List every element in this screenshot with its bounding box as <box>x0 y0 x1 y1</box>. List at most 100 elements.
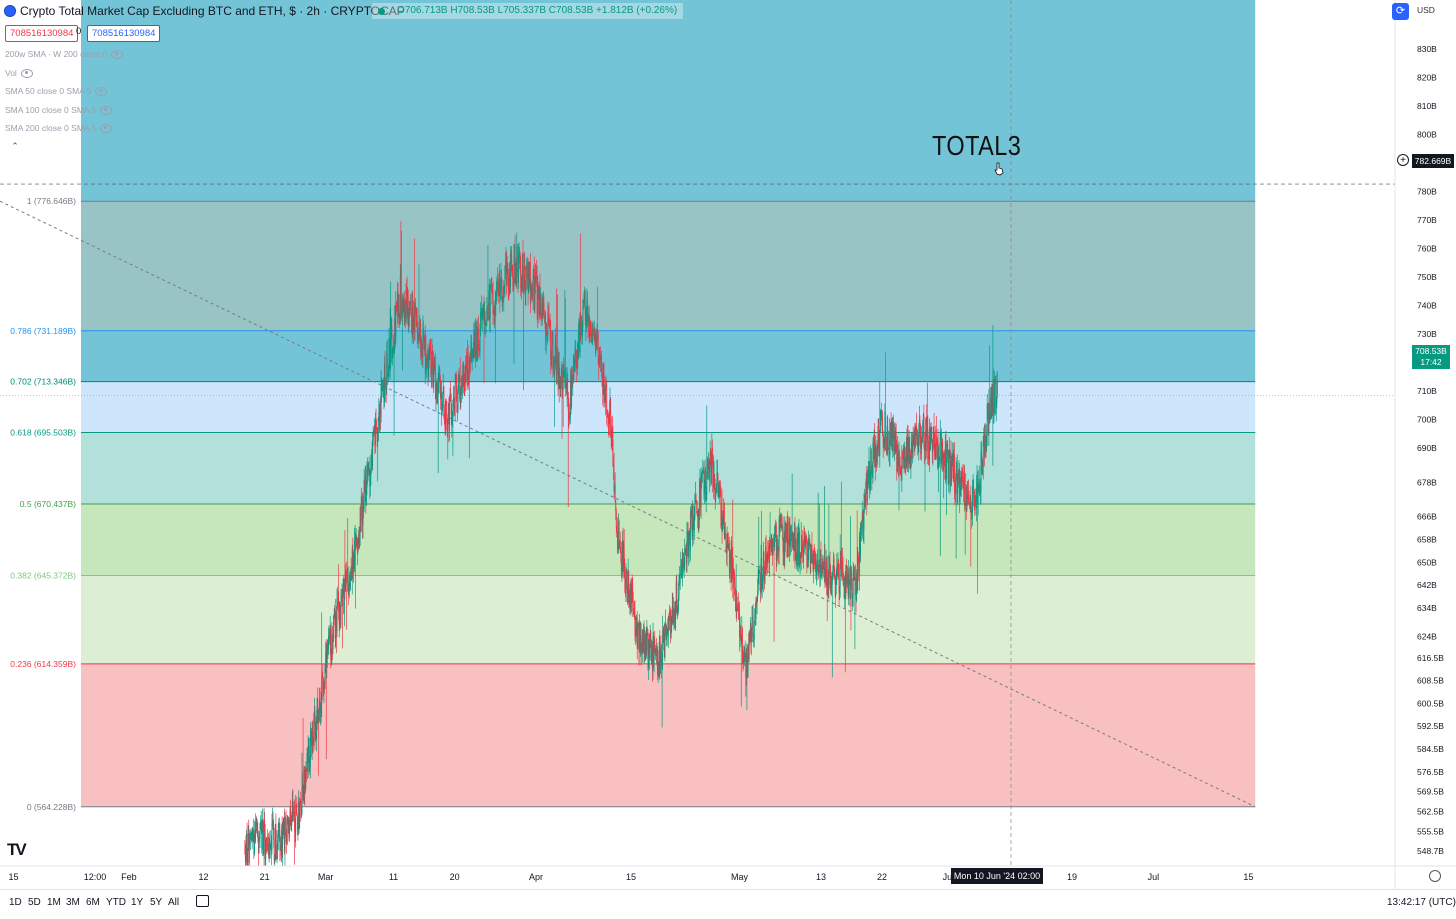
range-1d-button[interactable]: 1D <box>9 897 22 908</box>
range-ytd-button[interactable]: YTD <box>106 897 126 908</box>
indicator-sma-100[interactable]: SMA 100 close 0 SMA 5 <box>5 104 113 116</box>
candle-body <box>806 553 808 567</box>
price-tick-label: 780B <box>1417 187 1437 197</box>
time-tick-label: 12 <box>199 872 209 882</box>
candle-body <box>411 300 413 332</box>
range-all-button[interactable]: All <box>168 897 180 908</box>
candle-body <box>728 543 730 573</box>
candle-body <box>602 386 604 395</box>
candle-body <box>779 518 781 527</box>
candle-body <box>805 535 807 541</box>
candle-body <box>661 659 663 666</box>
candle-body <box>424 339 426 351</box>
candle-body <box>919 419 921 425</box>
candle-body <box>275 823 277 858</box>
candle-body <box>707 465 709 469</box>
range-1m-button[interactable]: 1M <box>47 897 61 908</box>
candle-body <box>289 808 291 827</box>
range-1y-button[interactable]: 1Y <box>131 897 144 908</box>
candle-body <box>502 296 504 302</box>
candle-body <box>325 653 327 667</box>
indicator-sma-200[interactable]: SMA 200 close 0 SMA 5 <box>5 122 113 134</box>
candle-body <box>806 540 808 567</box>
settings-gear-icon[interactable] <box>1429 870 1441 882</box>
fib-trend-line <box>0 200 1256 808</box>
candle-body <box>480 307 482 313</box>
candle-body <box>564 373 566 375</box>
indicator-vol[interactable]: Vol <box>5 67 33 79</box>
add-price-icon[interactable]: + <box>1397 154 1409 166</box>
candle-body <box>387 375 389 378</box>
candle-body <box>365 474 367 506</box>
indicator-200w-sma[interactable]: 200w SMA · W 200 close 0 <box>5 48 124 60</box>
candle-body <box>783 543 785 553</box>
candle-body <box>555 360 557 375</box>
candle-body <box>374 418 376 446</box>
candle-body <box>381 384 383 390</box>
candle-body <box>916 433 918 436</box>
eye-icon[interactable] <box>100 123 113 133</box>
candle-body <box>904 449 906 462</box>
candle-body <box>436 380 438 403</box>
candle-body <box>996 382 998 396</box>
candle-body <box>893 435 895 455</box>
candle-body <box>399 313 401 317</box>
eye-icon[interactable] <box>95 86 108 96</box>
candle-body <box>338 612 340 626</box>
range-6m-button[interactable]: 6M <box>86 897 100 908</box>
symbol-legend[interactable]: Crypto Total Market Cap Excluding BTC an… <box>4 3 405 19</box>
candle-body <box>389 338 391 371</box>
eye-icon[interactable] <box>100 105 113 115</box>
candle-body <box>922 422 924 439</box>
candle-body <box>743 657 744 665</box>
candle-body <box>800 553 802 557</box>
candle-body <box>502 296 504 300</box>
candle-body <box>909 450 911 469</box>
candle-body <box>798 531 800 534</box>
candle-body <box>453 396 454 404</box>
scale-currency[interactable]: USD <box>1417 5 1435 15</box>
candle-body <box>804 532 806 546</box>
candle-body <box>602 363 604 395</box>
eye-icon[interactable] <box>111 49 124 59</box>
candle-body <box>319 699 320 712</box>
candle-body <box>279 843 281 851</box>
candle-body <box>992 379 994 412</box>
candle-body <box>339 606 341 625</box>
symbol-title[interactable]: Crypto Total Market Cap Excluding BTC an… <box>20 4 405 18</box>
range-5d-button[interactable]: 5D <box>28 897 41 908</box>
candle-body <box>953 454 955 471</box>
indicator-sma-50[interactable]: SMA 50 close 0 SMA 5 <box>5 85 108 97</box>
candle-body <box>327 649 329 655</box>
candle-body <box>561 368 563 382</box>
sync-scale-button[interactable]: ⟳ <box>1392 3 1409 20</box>
candle-body <box>710 461 712 472</box>
indicator-input-a[interactable]: 708516130984 <box>5 25 79 42</box>
candle-body <box>827 569 829 586</box>
price-tick-label: 634B <box>1417 603 1437 613</box>
eye-icon[interactable] <box>20 68 33 78</box>
range-3m-button[interactable]: 3M <box>66 897 80 908</box>
candle-body <box>825 562 827 576</box>
candle-body <box>283 821 285 827</box>
candle-body <box>571 374 573 382</box>
calendar-icon[interactable] <box>196 895 209 907</box>
text-annotation[interactable]: TOTAL3 <box>932 130 1022 161</box>
collapse-legend-button[interactable]: ⌃ <box>6 140 24 152</box>
candle-body <box>559 381 561 389</box>
candle-body <box>421 345 423 354</box>
candle-body <box>835 583 837 585</box>
candle-body <box>609 398 611 414</box>
clock[interactable]: 13:42:17 (UTC) <box>1387 897 1456 908</box>
candle-body <box>283 821 285 852</box>
range-5y-button[interactable]: 5Y <box>150 897 163 908</box>
indicator-input-b[interactable]: 708516130984 <box>87 25 161 42</box>
candle-body <box>556 358 558 375</box>
candle-body <box>328 636 329 650</box>
candle-body <box>286 818 288 845</box>
candle-body <box>296 809 298 816</box>
candle-body <box>926 417 928 452</box>
candle-body <box>792 539 794 545</box>
